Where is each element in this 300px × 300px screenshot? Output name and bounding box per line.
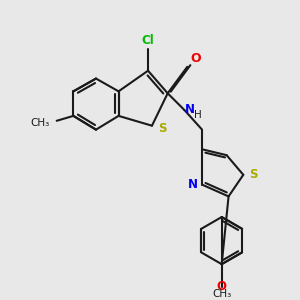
Text: S: S	[249, 168, 258, 181]
Text: CH₃: CH₃	[212, 289, 231, 299]
Text: N: N	[188, 178, 198, 191]
Text: Cl: Cl	[142, 34, 154, 47]
Text: H: H	[194, 110, 202, 120]
Text: S: S	[158, 122, 167, 135]
Text: N: N	[185, 103, 195, 116]
Text: O: O	[217, 280, 227, 293]
Text: CH₃: CH₃	[31, 118, 50, 128]
Text: O: O	[190, 52, 201, 65]
